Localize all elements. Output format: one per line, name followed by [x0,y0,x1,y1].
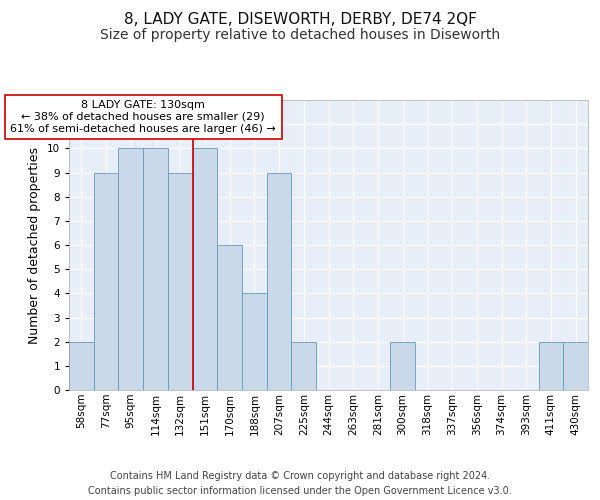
Bar [69,342,94,390]
Bar [94,172,118,390]
Y-axis label: Number of detached properties: Number of detached properties [28,146,41,344]
Bar [242,294,267,390]
Bar [193,148,217,390]
Bar [267,172,292,390]
Text: 8 LADY GATE: 130sqm
← 38% of detached houses are smaller (29)
61% of semi-detach: 8 LADY GATE: 130sqm ← 38% of detached ho… [10,100,276,134]
Bar [390,342,415,390]
Bar [539,342,563,390]
Text: 8, LADY GATE, DISEWORTH, DERBY, DE74 2QF: 8, LADY GATE, DISEWORTH, DERBY, DE74 2QF [124,12,476,28]
Bar [118,148,143,390]
Bar [292,342,316,390]
Text: Size of property relative to detached houses in Diseworth: Size of property relative to detached ho… [100,28,500,42]
Text: Contains HM Land Registry data © Crown copyright and database right 2024.
Contai: Contains HM Land Registry data © Crown c… [88,471,512,496]
Bar [168,172,193,390]
Bar [563,342,588,390]
Bar [143,148,168,390]
Bar [217,245,242,390]
